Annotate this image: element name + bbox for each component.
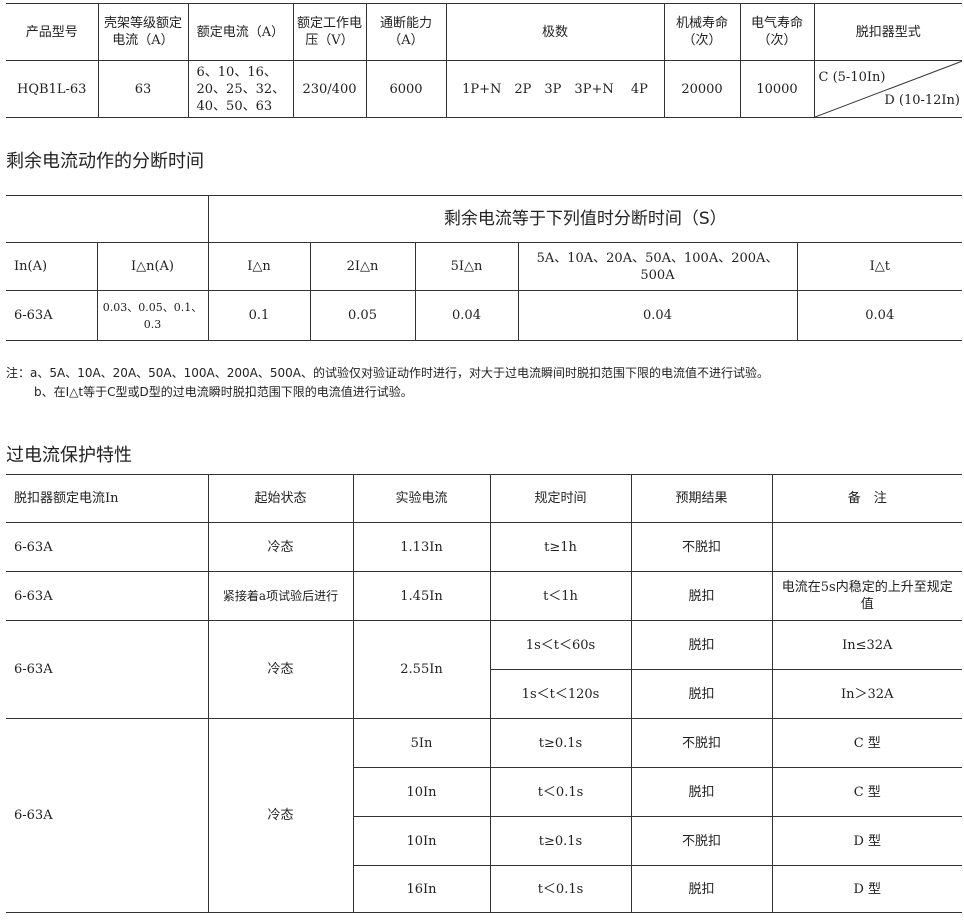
cell-remark — [771, 522, 962, 572]
cell-test-current: 1.45In — [352, 571, 491, 621]
cell-1idn: 0.1 — [207, 290, 311, 341]
header-idn: I△n(A) — [96, 242, 209, 291]
section-title-rcd: 剩余电流动作的分断时间 — [6, 151, 204, 172]
cell-trip-type: C (5-10In) D (10-12In) — [813, 60, 963, 118]
cell-test-current: 10In — [353, 816, 491, 866]
table-row: 6-63A 冷态 2.55In 1s＜t＜60s 脱扣 In≤32A — [6, 620, 962, 719]
cell-test-current: 10In — [353, 767, 491, 817]
table-row: 10In t＜0.1s 脱扣 C 型 — [6, 767, 962, 817]
table-row: 1s＜t＜120s 脱扣 In＞32A — [6, 669, 962, 719]
cell-idt: 0.04 — [796, 290, 962, 341]
header-mech-life: 机械寿命（次） — [663, 3, 741, 61]
cell-remark: D 型 — [771, 816, 962, 866]
header-poles: 极数 — [445, 3, 665, 61]
cell-result: 脱扣 — [630, 620, 773, 670]
table-row: 6-63A 紧接着a项试验后进行 1.45In t＜1h 脱扣 电流在5s内稳定… — [6, 571, 962, 621]
note-a: 注：a、5A、10A、20A、50A、100A、200A、500A、的试验仅对验… — [6, 366, 769, 380]
overcurrent-table: 脱扣器额定电流In 起始状态 实验电流 规定时间 预期结果 备 注 6-63A … — [6, 474, 962, 913]
cell-time: t＜0.1s — [489, 865, 632, 913]
header-remark: 备 注 — [771, 474, 962, 523]
trip-d: D (10-12In) — [884, 93, 960, 108]
header-time: 规定时间 — [489, 474, 632, 523]
blank-cell — [6, 195, 209, 243]
table-row: 10In t≥0.1s 不脱扣 D 型 — [6, 816, 962, 866]
cell-state: 紧接着a项试验后进行 — [207, 571, 354, 621]
cell-remark: 电流在5s内稳定的上升至规定值 — [771, 571, 962, 621]
cell-result: 不脱扣 — [630, 718, 773, 768]
header-breaking: 通断能力（A） — [365, 3, 447, 61]
trip-c: C (5-10In) — [818, 70, 886, 85]
group-header: 剩余电流等于下列值时分断时间（S） — [207, 195, 962, 243]
cell-remark: C 型 — [771, 767, 962, 817]
section-title-overcurrent: 过电流保护特性 — [6, 445, 132, 466]
cell-test-current: 5In — [352, 718, 491, 768]
header-test-current: 实验电流 — [352, 474, 491, 523]
cell-test-current: 1.13In — [352, 522, 491, 572]
cell-5idn: 0.04 — [414, 290, 519, 341]
header-voltage: 额定工作电压（V） — [292, 3, 367, 61]
cell-test-current: 2.55In — [352, 620, 491, 719]
spec-table: 产品型号 壳架等级额定电流（A） 额定电流（A） 额定工作电压（V） 通断能力（… — [6, 3, 962, 118]
cell-rated: 6-63A — [6, 620, 209, 719]
header-model: 产品型号 — [6, 3, 99, 61]
cell-result: 不脱扣 — [630, 816, 773, 866]
header-elec-life: 电气寿命（次） — [739, 3, 815, 61]
header-idt: I△t — [796, 242, 962, 291]
table-row: 16In t＜0.1s 脱扣 D 型 — [6, 865, 962, 913]
cell-rated: 6-63A — [6, 718, 209, 913]
header-state: 起始状态 — [207, 474, 354, 523]
cell-breaking: 6000 — [365, 60, 447, 118]
cell-result: 脱扣 — [630, 669, 773, 719]
cell-rated: 6-63A — [6, 522, 209, 572]
cell-idn: 0.03、0.05、0.1、0.3 — [96, 290, 209, 341]
header-2idn: 2I△n — [309, 242, 416, 291]
header-1idn: I△n — [207, 242, 311, 291]
header-5idn: 5I△n — [414, 242, 519, 291]
cell-state: 冷态 — [207, 718, 354, 913]
cell-test-current: 16In — [353, 865, 491, 913]
cell-2idn: 0.05 — [309, 290, 416, 341]
header-trip-type: 脱扣器型式 — [813, 3, 962, 61]
cell-time: t＜0.1s — [489, 767, 632, 817]
header-rated: 脱扣器额定电流In — [6, 474, 209, 523]
rcd-table: 剩余电流等于下列值时分断时间（S） In(A) I△n(A) I△n 2I△n … — [6, 195, 962, 341]
cell-voltage: 230/400 — [292, 60, 367, 118]
cell-mech-life: 20000 — [663, 60, 741, 118]
cell-in: 6-63A — [6, 290, 98, 341]
header-frame-current: 壳架等级额定电流（A） — [97, 3, 189, 61]
cell-currents: 0.04 — [517, 290, 798, 341]
cell-frame-current: 63 — [97, 60, 189, 118]
table-row: 6-63A 冷态 1.13In t≥1h 不脱扣 — [6, 522, 962, 572]
cell-rated-current: 6、10、16、20、25、32、40、50、63 — [187, 60, 294, 118]
cell-result: 脱扣 — [630, 767, 773, 817]
header-currents: 5A、10A、20A、50A、100A、200A、500A — [517, 242, 798, 291]
cell-time: t≥1h — [489, 522, 632, 572]
cell-remark: C 型 — [771, 718, 962, 768]
diagonal-line — [815, 61, 963, 117]
cell-state: 冷态 — [207, 620, 354, 719]
note-b: b、在I△t等于C型或D型的过电流瞬时脱扣范围下限的电流值进行试验。 — [34, 385, 413, 399]
cell-model: HQB1L-63 — [6, 60, 99, 118]
cell-result: 脱扣 — [630, 865, 773, 913]
cell-remark: D 型 — [771, 865, 962, 913]
cell-time: t＜1h — [489, 571, 632, 621]
header-rated-current: 额定电流（A） — [187, 3, 294, 61]
cell-time: 1s＜t＜120s — [490, 669, 632, 719]
header-in: In(A) — [6, 242, 98, 291]
cell-rated: 6-63A — [6, 571, 209, 621]
cell-result: 不脱扣 — [630, 522, 773, 572]
cell-remark: In≤32A — [771, 620, 962, 670]
cell-time: t≥0.1s — [489, 816, 632, 866]
cell-result: 脱扣 — [630, 571, 773, 621]
header-result: 预期结果 — [630, 474, 773, 523]
cell-poles: 1P+N 2P 3P 3P+N 4P — [445, 60, 665, 118]
cell-state: 冷态 — [207, 522, 354, 572]
cell-elec-life: 10000 — [739, 60, 815, 118]
cell-time: t≥0.1s — [489, 718, 632, 768]
cell-remark: In＞32A — [771, 669, 962, 719]
table-row: 6-63A 冷态 5In t≥0.1s 不脱扣 C 型 — [6, 718, 962, 913]
cell-time: 1s＜t＜60s — [489, 620, 632, 670]
